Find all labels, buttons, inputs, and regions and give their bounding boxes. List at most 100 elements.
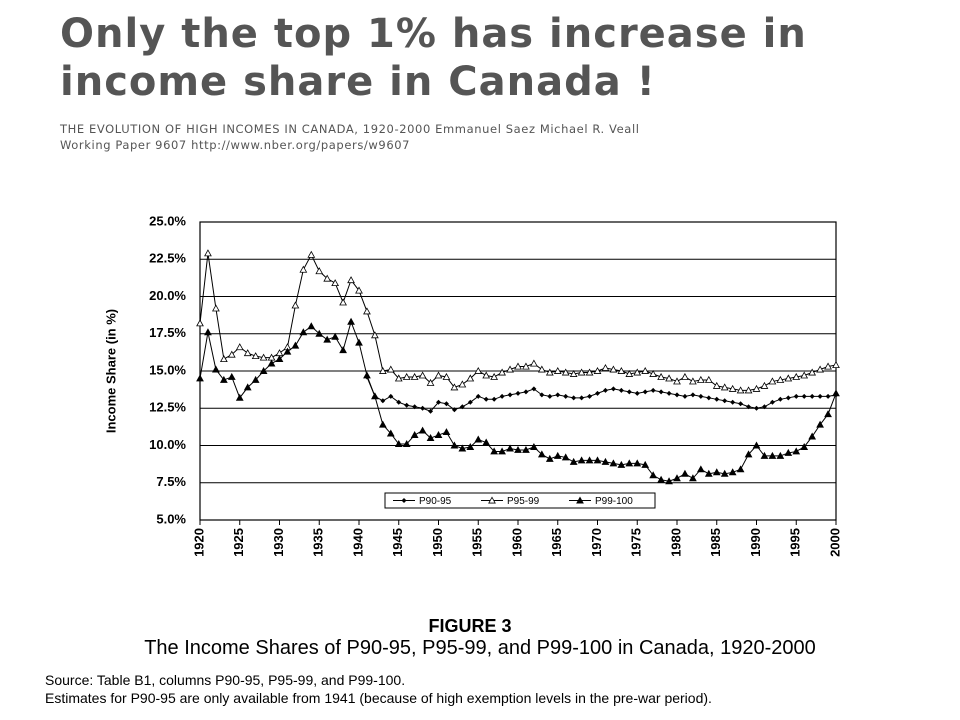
marker: [617, 366, 626, 374]
marker: [609, 459, 618, 467]
x-tick-label: 1970: [589, 528, 604, 557]
marker: [728, 384, 737, 392]
marker: [722, 398, 728, 404]
marker: [401, 498, 407, 503]
note: Source: Table B1, columns P90-95, P95-99…: [45, 672, 406, 688]
marker: [657, 475, 665, 483]
marker: [777, 396, 783, 402]
marker: [817, 393, 823, 399]
marker: [530, 442, 538, 450]
marker: [402, 439, 411, 447]
marker: [587, 393, 593, 399]
marker: [649, 471, 658, 479]
marker: [482, 438, 491, 446]
marker: [561, 368, 570, 376]
marker: [434, 431, 443, 439]
marker: [442, 372, 451, 380]
marker: [418, 426, 427, 434]
marker: [412, 404, 418, 410]
marker: [451, 407, 457, 413]
marker: [579, 395, 585, 401]
marker: [378, 366, 387, 374]
marker: [681, 372, 689, 380]
marker: [776, 375, 785, 383]
marker: [809, 393, 815, 399]
marker: [299, 265, 308, 273]
x-tick-label: 1995: [788, 528, 803, 557]
marker: [728, 468, 737, 476]
marker: [760, 451, 769, 459]
x-tick-label: 1965: [549, 528, 564, 557]
legend-box: [384, 492, 656, 509]
x-tick-label: 1955: [470, 528, 485, 557]
marker: [515, 390, 521, 396]
marker: [227, 350, 236, 358]
marker: [641, 366, 650, 374]
marker: [459, 404, 465, 410]
marker: [380, 398, 386, 404]
marker: [730, 399, 736, 405]
marker: [219, 355, 228, 363]
marker: [666, 390, 672, 396]
x-tick-label: 1960: [509, 528, 524, 557]
marker: [555, 392, 561, 398]
legend-label: P99-100: [595, 496, 633, 507]
marker: [650, 387, 656, 393]
marker: [768, 377, 777, 385]
marker: [386, 429, 395, 437]
marker: [785, 395, 791, 401]
marker: [553, 366, 562, 374]
marker: [761, 404, 767, 410]
marker: [498, 447, 506, 455]
marker: [443, 401, 449, 407]
marker: [490, 372, 499, 380]
marker: [428, 408, 434, 414]
marker: [744, 386, 753, 394]
marker: [561, 453, 570, 461]
marker: [706, 395, 712, 401]
marker: [577, 456, 586, 464]
marker: [275, 349, 284, 357]
marker: [259, 366, 268, 374]
marker: [523, 389, 529, 395]
marker: [219, 375, 228, 383]
marker: [736, 386, 745, 394]
marker: [674, 392, 680, 398]
marker: [585, 456, 594, 464]
marker: [259, 353, 268, 361]
marker: [396, 399, 402, 405]
marker: [649, 369, 658, 377]
x-tick-label: 1930: [271, 528, 286, 557]
x-tick-label: 1980: [668, 528, 683, 557]
marker: [315, 267, 324, 275]
marker: [617, 460, 626, 468]
marker: [569, 457, 578, 465]
marker: [204, 249, 212, 257]
marker: [331, 332, 340, 340]
marker: [475, 393, 481, 399]
marker: [243, 383, 252, 391]
x-tick-label: 2000: [827, 528, 842, 557]
marker: [793, 393, 799, 399]
marker: [801, 393, 807, 399]
marker: [514, 362, 522, 370]
marker: [499, 393, 505, 399]
marker: [426, 378, 435, 386]
marker: [545, 368, 554, 376]
marker: [641, 460, 650, 468]
marker: [816, 420, 824, 428]
marker: [488, 496, 496, 504]
marker: [442, 428, 451, 436]
marker: [420, 405, 426, 411]
marker: [386, 365, 395, 373]
marker: [514, 445, 522, 453]
marker: [331, 279, 340, 287]
y-tick-label: 17.5%: [149, 325, 186, 340]
y-tick-label: 5.0%: [156, 511, 186, 526]
marker: [768, 451, 777, 459]
marker: [482, 371, 491, 379]
y-axis-label: Income Share (in %): [103, 309, 118, 433]
marker: [720, 469, 729, 477]
marker: [490, 447, 499, 455]
